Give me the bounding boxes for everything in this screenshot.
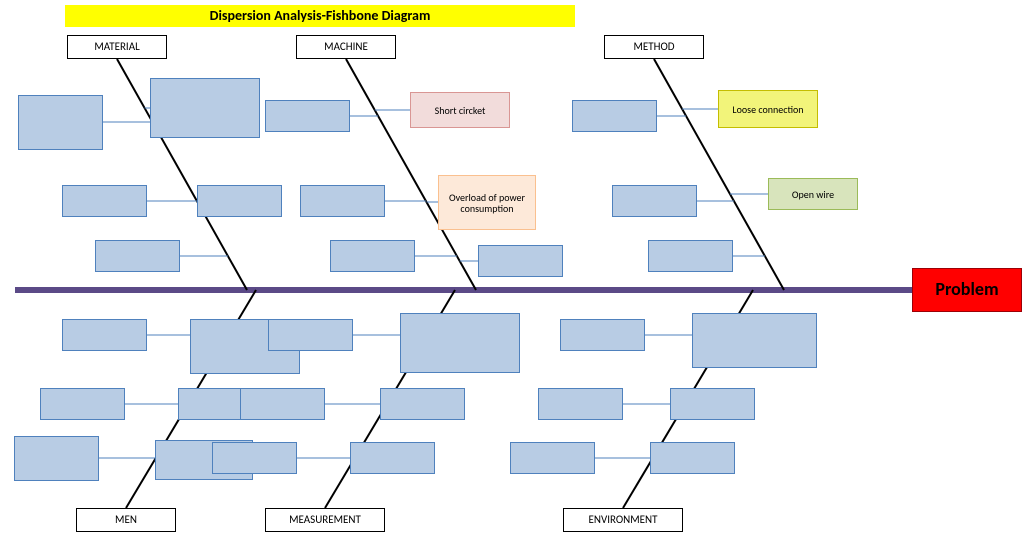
cause-box xyxy=(268,319,353,351)
cause-box xyxy=(560,319,645,351)
cause-box xyxy=(212,442,297,474)
category-environment: ENVIRONMENT xyxy=(563,508,683,532)
category-measurement: MEASUREMENT xyxy=(265,508,385,532)
category-machine: MACHINE xyxy=(296,35,396,59)
cause-box xyxy=(538,388,623,420)
category-material: MATERIAL xyxy=(67,35,167,59)
cause-box xyxy=(670,388,755,420)
cause-box xyxy=(648,240,733,272)
cause-box xyxy=(350,442,435,474)
cause-box xyxy=(95,240,180,272)
cause-box xyxy=(380,388,465,420)
cause-box xyxy=(692,313,817,368)
fishbone-canvas: Dispersion Analysis-Fishbone Diagram Prob… xyxy=(0,0,1024,551)
cause-box: Loose connection xyxy=(718,90,818,128)
cause-box xyxy=(14,436,99,481)
cause-box: Short circket xyxy=(410,92,510,128)
problem-head: Problem xyxy=(912,268,1022,312)
cause-box xyxy=(330,240,415,272)
cause-box xyxy=(40,388,125,420)
cause-box xyxy=(150,78,260,138)
cause-box xyxy=(510,442,595,474)
cause-box xyxy=(62,185,147,217)
diagram-title: Dispersion Analysis-Fishbone Diagram xyxy=(65,5,575,27)
cause-box: Open wire xyxy=(768,178,858,210)
cause-box xyxy=(572,100,657,132)
cause-box xyxy=(18,95,103,150)
cause-box xyxy=(62,319,147,351)
cause-box xyxy=(265,100,350,132)
cause-box xyxy=(197,185,282,217)
cause-box xyxy=(612,185,697,217)
category-method: METHOD xyxy=(604,35,704,59)
category-men: MEN xyxy=(76,508,176,532)
cause-box xyxy=(400,313,520,373)
cause-box xyxy=(478,245,563,277)
cause-box xyxy=(300,185,385,217)
cause-box xyxy=(240,388,325,420)
cause-box: Overload of power consumption xyxy=(438,175,536,230)
cause-box xyxy=(650,442,735,474)
